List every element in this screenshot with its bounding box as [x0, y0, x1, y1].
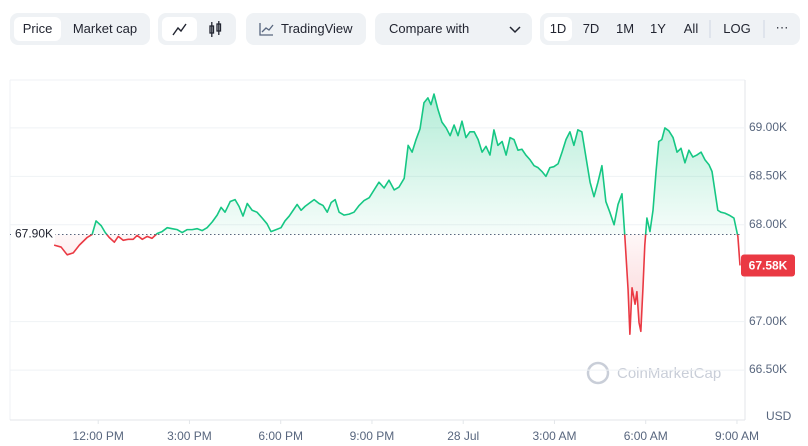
range-button[interactable]: 1D: [550, 21, 567, 36]
y-tick-label: 66.50K: [749, 362, 787, 376]
x-tick-label: 28 Jul: [447, 429, 479, 443]
tv-icon: [261, 24, 274, 33]
y-tick-label: 69.00K: [749, 120, 787, 134]
range-button[interactable]: 1Y: [650, 21, 666, 36]
x-tick-label: 12:00 PM: [73, 429, 124, 443]
x-tick-label: 3:00 PM: [167, 429, 212, 443]
baseline-label: 67.90K: [15, 227, 53, 241]
area: [54, 94, 741, 335]
x-tick-label: 9:00 PM: [350, 429, 395, 443]
watermark: CoinMarketCap: [586, 361, 721, 385]
compare-dropdown[interactable]: [375, 13, 532, 45]
x-tick-label: 6:00 PM: [258, 429, 303, 443]
unit-label: USD: [766, 409, 792, 423]
range-button[interactable]: 7D: [583, 21, 600, 36]
tradingview-button[interactable]: [246, 13, 366, 45]
current-price-tag: [741, 254, 795, 277]
market-cap-label[interactable]: Market cap: [73, 21, 137, 36]
x-tick-label: 6:00 AM: [624, 429, 668, 443]
price-line: [53, 93, 741, 336]
range-button[interactable]: All: [684, 21, 699, 36]
tradingview-label[interactable]: TradingView: [281, 21, 353, 36]
price-button[interactable]: [14, 17, 61, 41]
compare-label[interactable]: Compare with: [389, 21, 469, 36]
range-selected[interactable]: [544, 17, 572, 41]
price-label[interactable]: Price: [23, 21, 53, 36]
range-button[interactable]: 1M: [616, 21, 634, 36]
chevron: [509, 26, 521, 34]
current-price-label: 67.58K: [749, 259, 788, 273]
tv-icon: [259, 23, 273, 36]
baseline-label-bg: [11, 226, 55, 243]
range-group: [540, 13, 800, 45]
line-icon: [172, 23, 187, 36]
more-button[interactable]: ···: [776, 19, 789, 34]
y-tick-label: 68.50K: [749, 169, 787, 183]
watermark-text: CoinMarketCap: [617, 365, 721, 382]
candle-icon[interactable]: [209, 21, 222, 37]
x-tick-label: 3:00 AM: [532, 429, 576, 443]
y-tick-label: 68.00K: [749, 217, 787, 231]
x-tick-label: 9:00 AM: [715, 429, 759, 443]
log-button[interactable]: LOG: [723, 21, 750, 36]
y-tick-label: 67.00K: [749, 314, 787, 328]
